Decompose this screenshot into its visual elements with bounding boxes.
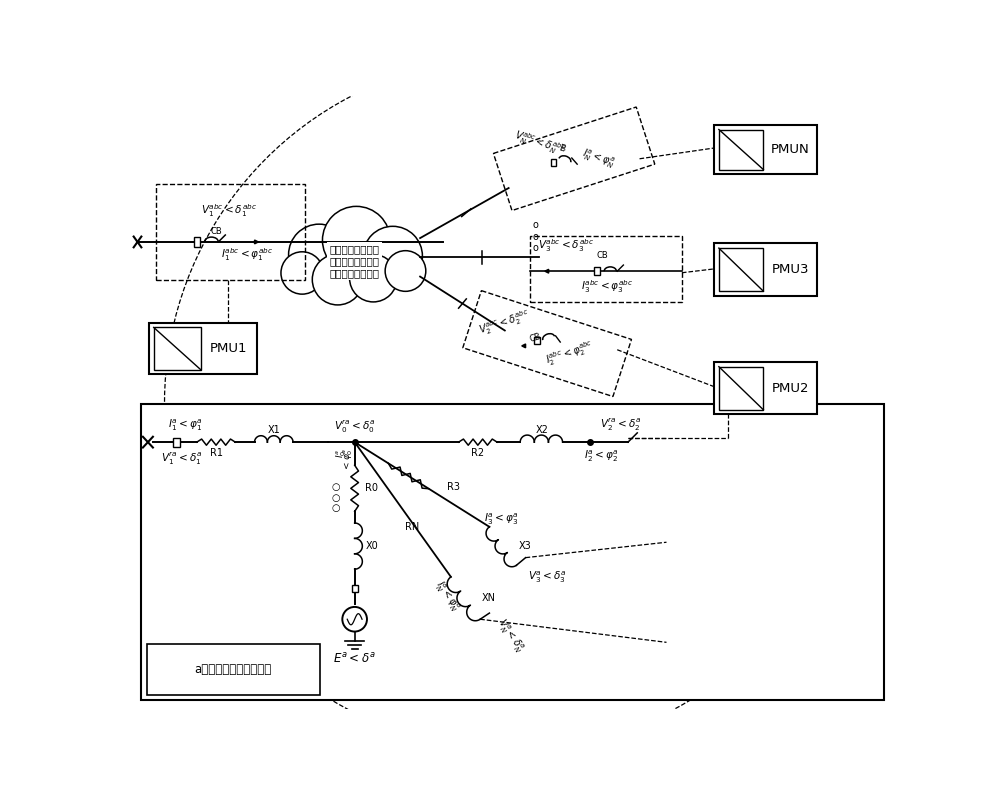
Text: o: o [533,243,539,253]
Text: X1: X1 [267,425,280,435]
Circle shape [281,252,323,294]
Text: $V_1^{ra} < \delta_1^a$: $V_1^{ra} < \delta_1^a$ [161,451,202,467]
Text: $I_2^{abc} < \varphi_2^{abc}$: $I_2^{abc} < \varphi_2^{abc}$ [544,338,596,369]
Text: $I_1^a < \varphi_1^a$: $I_1^a < \varphi_1^a$ [168,418,203,433]
Text: 具有任意组合的负
载和分布式发电设
备的任意区域配置: 具有任意组合的负 载和分布式发电设 备的任意区域配置 [330,245,380,278]
Circle shape [322,206,390,274]
Text: $I_N^a < \varphi_N^a$: $I_N^a < \varphi_N^a$ [580,147,617,171]
Text: $I_3^{abc} < \varphi_3^{abc}$: $I_3^{abc} < \varphi_3^{abc}$ [581,278,633,295]
Text: PMU1: PMU1 [210,342,248,355]
Text: RN: RN [405,522,419,532]
Text: X2: X2 [535,425,548,435]
Bar [147,644,320,695]
Circle shape [350,254,397,302]
Text: $< \varphi_0^a$: $< \varphi_0^a$ [342,448,355,470]
Text: B: B [557,143,566,154]
Text: X3: X3 [519,541,531,551]
Text: CB: CB [597,251,608,261]
Text: o: o [533,220,539,230]
Bar [719,367,763,410]
Bar [530,236,682,302]
Text: ○: ○ [331,493,340,503]
Polygon shape [545,269,549,273]
Text: $I_N^a < \varphi_N^a$: $I_N^a < \varphi_N^a$ [431,578,463,614]
Text: PMU2: PMU2 [771,382,809,395]
Text: R2: R2 [471,448,484,458]
Text: ○: ○ [331,482,340,492]
Text: ○: ○ [331,504,340,513]
Bar [149,323,257,375]
Text: CB: CB [529,332,543,344]
Text: $V_N^a < \delta_N^a$: $V_N^a < \delta_N^a$ [493,617,526,656]
Bar [714,125,817,175]
Text: o: o [533,232,539,241]
Text: R3: R3 [447,482,460,492]
Text: $V_1^{abc} < \delta_1^{abc}$: $V_1^{abc} < \delta_1^{abc}$ [201,202,257,218]
Polygon shape [522,344,526,347]
Bar [594,267,600,276]
Text: $V_2^{abc} < \delta_2^{abc}$: $V_2^{abc} < \delta_2^{abc}$ [477,307,533,339]
Text: $V_3^a < \delta_3^a$: $V_3^a < \delta_3^a$ [528,569,566,584]
Circle shape [289,224,350,285]
Bar [141,403,884,700]
Bar [714,243,817,296]
Bar [154,328,201,370]
Bar [194,238,200,246]
Bar [352,585,358,591]
Circle shape [312,254,363,305]
Text: CB: CB [210,226,222,236]
Text: PMUN: PMUN [771,143,809,156]
Text: $I_0^a$: $I_0^a$ [334,450,348,458]
Text: $I_2^a < \varphi_2^a$: $I_2^a < \varphi_2^a$ [584,448,618,464]
Bar [534,336,540,344]
Text: a相的简化稳态等效模型: a相的简化稳态等效模型 [194,663,272,676]
Polygon shape [255,240,258,244]
Text: R0: R0 [365,483,378,493]
Bar [173,438,180,447]
Text: $E^a < \delta^a$: $E^a < \delta^a$ [333,652,376,666]
Text: XN: XN [482,594,496,603]
Bar [551,159,556,167]
Bar [156,184,305,281]
Text: $V_0^{ra} < \delta_0^a$: $V_0^{ra} < \delta_0^a$ [334,418,375,435]
Text: $I_1^{abc} < \varphi_1^{abc}$: $I_1^{abc} < \varphi_1^{abc}$ [221,246,273,264]
Text: PMU3: PMU3 [771,263,809,276]
Circle shape [363,226,422,285]
Text: X0: X0 [365,541,378,551]
Bar [719,130,763,170]
Bar [714,362,817,414]
Text: $V_N^{abc} < \delta_N^{abc}$: $V_N^{abc} < \delta_N^{abc}$ [512,128,567,159]
Circle shape [385,251,426,292]
Text: $I_3^a < \varphi_3^a$: $I_3^a < \varphi_3^a$ [484,512,518,527]
Text: $V_3^{abc} < \delta_3^{abc}$: $V_3^{abc} < \delta_3^{abc}$ [538,238,594,254]
Circle shape [342,607,367,631]
Bar [719,248,763,291]
Text: $V_2^{ra} < \delta_2^a$: $V_2^{ra} < \delta_2^a$ [600,417,641,434]
Text: R1: R1 [210,448,223,458]
